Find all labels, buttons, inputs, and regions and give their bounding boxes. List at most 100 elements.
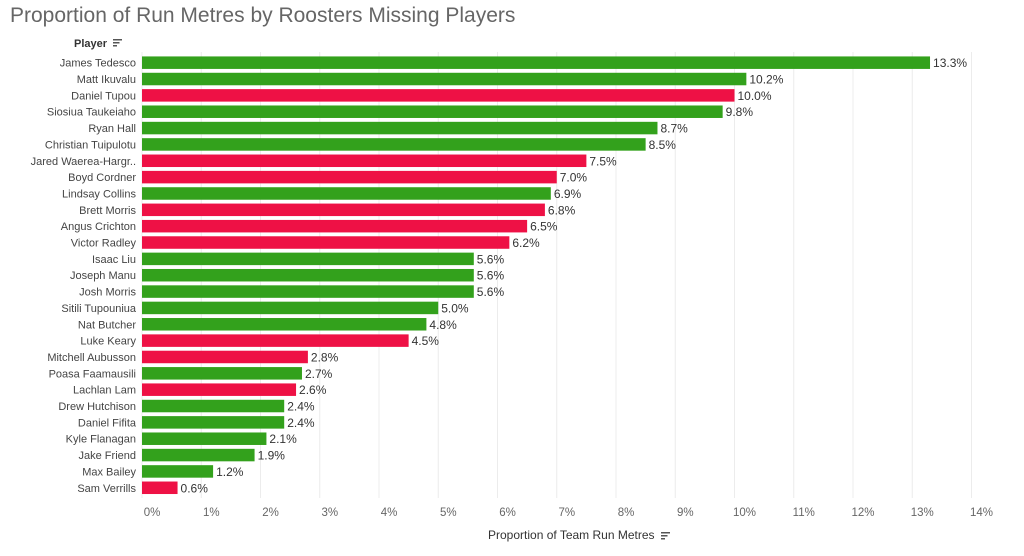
data-label: 5.6% [477, 252, 505, 266]
category-label: Poasa Faamausili [49, 368, 136, 380]
data-label: 2.1% [269, 432, 297, 446]
category-label: Max Bailey [82, 466, 136, 478]
category-label: Drew Hutchison [58, 401, 136, 413]
bar[interactable] [142, 367, 302, 380]
sort-descending-icon[interactable] [113, 38, 123, 50]
data-label: 13.3% [933, 56, 967, 70]
category-label: Christian Tuipulotu [45, 139, 136, 151]
bars [142, 56, 931, 495]
data-label: 1.9% [258, 449, 286, 463]
bar[interactable] [142, 170, 557, 184]
bar[interactable] [142, 465, 214, 478]
data-label: 4.5% [412, 334, 440, 348]
data-label: 6.2% [512, 236, 540, 250]
data-label: 2.4% [287, 416, 315, 430]
category-label: Victor Radley [71, 238, 137, 250]
bar[interactable] [142, 138, 646, 151]
category-label: Boyd Cordner [68, 172, 136, 184]
x-axis-title-label: Proportion of Team Run Metres [488, 528, 655, 542]
bar[interactable] [142, 187, 551, 200]
x-tick-label: 11% [793, 507, 815, 519]
data-label: 10.2% [749, 73, 783, 87]
x-tick-label: 0% [144, 507, 161, 519]
category-label: Ryan Hall [88, 123, 136, 135]
category-label: Lindsay Collins [62, 188, 136, 200]
bar[interactable] [142, 301, 439, 315]
category-label: Luke Keary [80, 336, 136, 348]
category-label: Angus Crichton [61, 221, 136, 233]
category-label: Daniel Tupou [71, 90, 136, 102]
category-label: Matt Ikuvalu [77, 74, 136, 86]
x-axis-ticks: 0% 1% 2% 3% 4% 5% 6% 7% 8% 9% 10% 11% 12% 13% 14% [144, 507, 993, 519]
bar[interactable] [142, 481, 178, 495]
bar[interactable] [142, 399, 285, 413]
data-label: 5.6% [477, 269, 505, 283]
x-tick-label: 9% [677, 507, 694, 519]
data-label: 2.7% [305, 367, 333, 381]
data-label: 2.6% [299, 383, 327, 397]
x-tick-label: 8% [618, 507, 635, 519]
bar[interactable] [142, 236, 510, 249]
data-label: 4.8% [429, 318, 457, 332]
data-label: 6.8% [548, 203, 576, 217]
data-label: 7.0% [560, 171, 588, 185]
category-label: Kyle Flanagan [66, 434, 136, 446]
category-label: Mitchell Aubusson [47, 352, 136, 364]
category-label: Josh Morris [79, 287, 136, 299]
bar[interactable] [142, 72, 747, 86]
data-label: 2.4% [287, 400, 315, 414]
data-label: 8.7% [660, 122, 688, 136]
x-tick-label: 10% [733, 507, 756, 519]
bar[interactable] [142, 89, 735, 102]
category-label: Jared Waerea-Hargr.. [31, 156, 136, 168]
x-axis-title[interactable]: Proportion of Team Run Metres [488, 528, 670, 543]
category-label: Isaac Liu [92, 254, 136, 266]
player-header-label: Player [74, 38, 108, 50]
category-label: Brett Morris [79, 205, 136, 217]
data-label: 6.5% [530, 220, 558, 234]
category-label: Jake Friend [79, 450, 136, 462]
x-tick-label: 12% [851, 507, 874, 519]
x-tick-label: 7% [558, 507, 575, 519]
data-label: 6.9% [554, 187, 582, 201]
bar[interactable] [142, 121, 658, 135]
bar[interactable] [142, 318, 427, 331]
bar[interactable] [142, 432, 267, 445]
bar[interactable] [142, 252, 474, 266]
bar[interactable] [142, 285, 474, 298]
x-tick-label: 3% [321, 507, 338, 519]
data-label: 8.5% [649, 138, 677, 152]
data-label: 0.6% [181, 481, 209, 495]
category-label: Daniel Fifita [78, 417, 137, 429]
bar[interactable] [142, 56, 931, 69]
bar[interactable] [142, 416, 285, 429]
category-label: Lachlan Lam [73, 385, 136, 397]
x-tick-label: 5% [440, 507, 457, 519]
category-label: James Tedesco [60, 58, 136, 70]
category-label: Sitili Tupouniua [61, 303, 136, 315]
data-label: 1.2% [216, 465, 244, 479]
x-tick-label: 2% [262, 507, 279, 519]
sort-descending-icon[interactable] [660, 529, 670, 543]
bar[interactable] [142, 448, 255, 462]
data-label: 5.6% [477, 285, 505, 299]
x-tick-label: 13% [911, 507, 934, 519]
bar[interactable] [142, 105, 723, 118]
bar[interactable] [142, 268, 474, 282]
player-column-header[interactable]: Player [74, 38, 123, 50]
category-label: Sam Verrills [77, 483, 136, 495]
category-label: Siosiua Taukeiaho [47, 107, 136, 119]
bar[interactable] [142, 350, 308, 364]
x-tick-label: 4% [381, 507, 398, 519]
category-label: Nat Butcher [78, 319, 136, 331]
data-label: 9.8% [726, 105, 754, 119]
bar[interactable] [142, 154, 587, 168]
category-labels: James Tedesco Matt Ikuvalu Daniel Tupou Sio… [31, 58, 137, 495]
data-label: 2.8% [311, 350, 339, 364]
bar[interactable] [142, 383, 297, 396]
bar[interactable] [142, 203, 545, 217]
bar[interactable] [142, 334, 409, 347]
category-label: Joseph Manu [70, 270, 136, 282]
bar[interactable] [142, 219, 528, 233]
